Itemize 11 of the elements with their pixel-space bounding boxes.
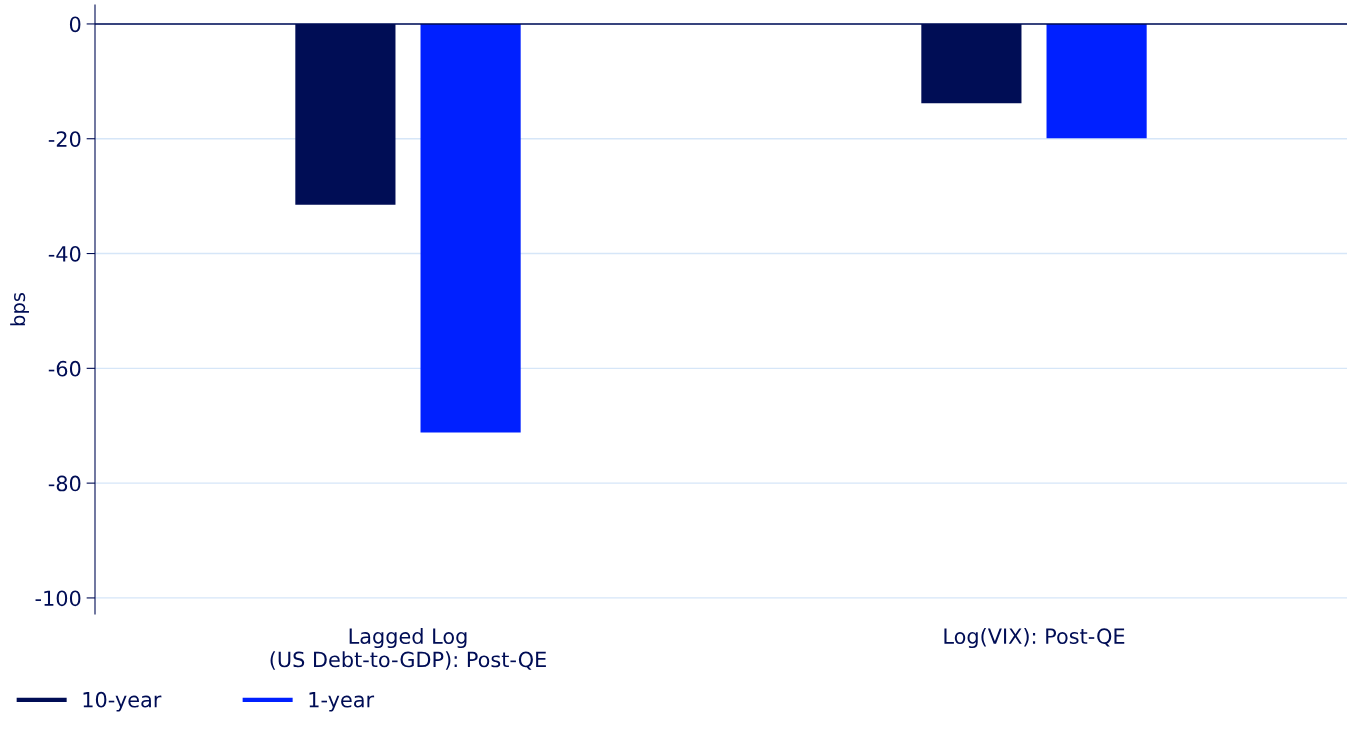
legend-label: 1-year <box>309 692 375 712</box>
y-tick-label: -80 <box>48 475 81 492</box>
y-tick-label: -20 <box>48 131 81 147</box>
y-tick-label: -40 <box>48 245 81 262</box>
y-tick-label: 0 <box>69 16 81 33</box>
x-tick-label: Lagged Log (US Debt-to-GDP): Post-QE <box>270 627 546 670</box>
legend-label: 10-year <box>83 691 162 712</box>
x-tick-label: Log(VIX): Post-QE <box>944 627 1125 649</box>
y-axis-title: bps <box>10 293 29 326</box>
y-tick-label: -60 <box>48 360 81 377</box>
y-tick-label: -100 <box>35 590 81 607</box>
